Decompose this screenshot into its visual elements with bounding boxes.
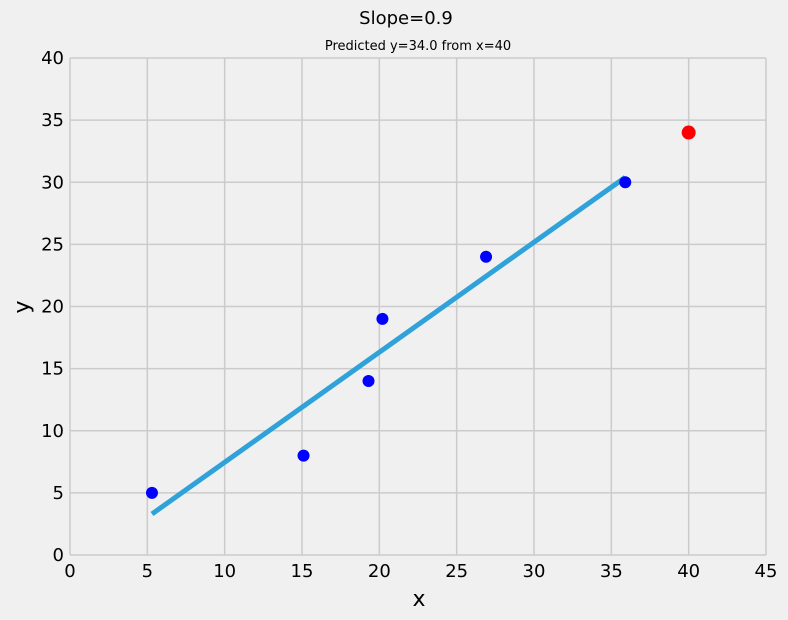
y-tick-label: 20 bbox=[41, 297, 64, 318]
x-tick-label: 0 bbox=[64, 561, 75, 582]
grid-lines bbox=[69, 57, 767, 556]
y-axis-label: y bbox=[10, 300, 35, 313]
y-tick-label: 10 bbox=[41, 421, 64, 442]
x-tick-label: 10 bbox=[213, 561, 236, 582]
data-point bbox=[145, 486, 158, 499]
x-axis-label: x bbox=[412, 587, 425, 612]
x-tick-label: 35 bbox=[600, 561, 623, 582]
data-point bbox=[480, 250, 493, 263]
data-point bbox=[376, 312, 389, 325]
prediction-point bbox=[681, 125, 696, 140]
y-tick-label: 15 bbox=[41, 359, 64, 380]
y-tick-label: 25 bbox=[41, 234, 64, 255]
x-tick-label: 5 bbox=[142, 561, 153, 582]
y-tick-label: 40 bbox=[41, 48, 64, 69]
data-point bbox=[619, 176, 632, 189]
x-tick-label: 45 bbox=[755, 561, 778, 582]
chart-subtitle: Predicted y=34.0 from x=40 bbox=[325, 39, 511, 54]
y-tick-label: 0 bbox=[53, 545, 64, 566]
x-tick-label: 15 bbox=[291, 561, 314, 582]
x-tick-label: 30 bbox=[523, 561, 546, 582]
fit-line bbox=[150, 175, 627, 517]
prediction-group bbox=[681, 125, 696, 140]
x-tick-label: 40 bbox=[677, 561, 700, 582]
tick-labels: 0 5 10 15 20 25 30 35 40 45 0 5 10 15 20 25 30 35 40 bbox=[41, 48, 777, 582]
data-points bbox=[145, 176, 632, 499]
chart-title: Slope=0.9 bbox=[359, 8, 453, 29]
y-tick-label: 30 bbox=[41, 172, 64, 193]
data-point bbox=[297, 449, 310, 462]
x-tick-label: 20 bbox=[368, 561, 391, 582]
data-point bbox=[362, 375, 375, 388]
y-tick-label: 5 bbox=[53, 483, 64, 504]
x-tick-label: 25 bbox=[445, 561, 468, 582]
fit-line-group bbox=[150, 175, 627, 517]
y-tick-label: 35 bbox=[41, 110, 64, 131]
